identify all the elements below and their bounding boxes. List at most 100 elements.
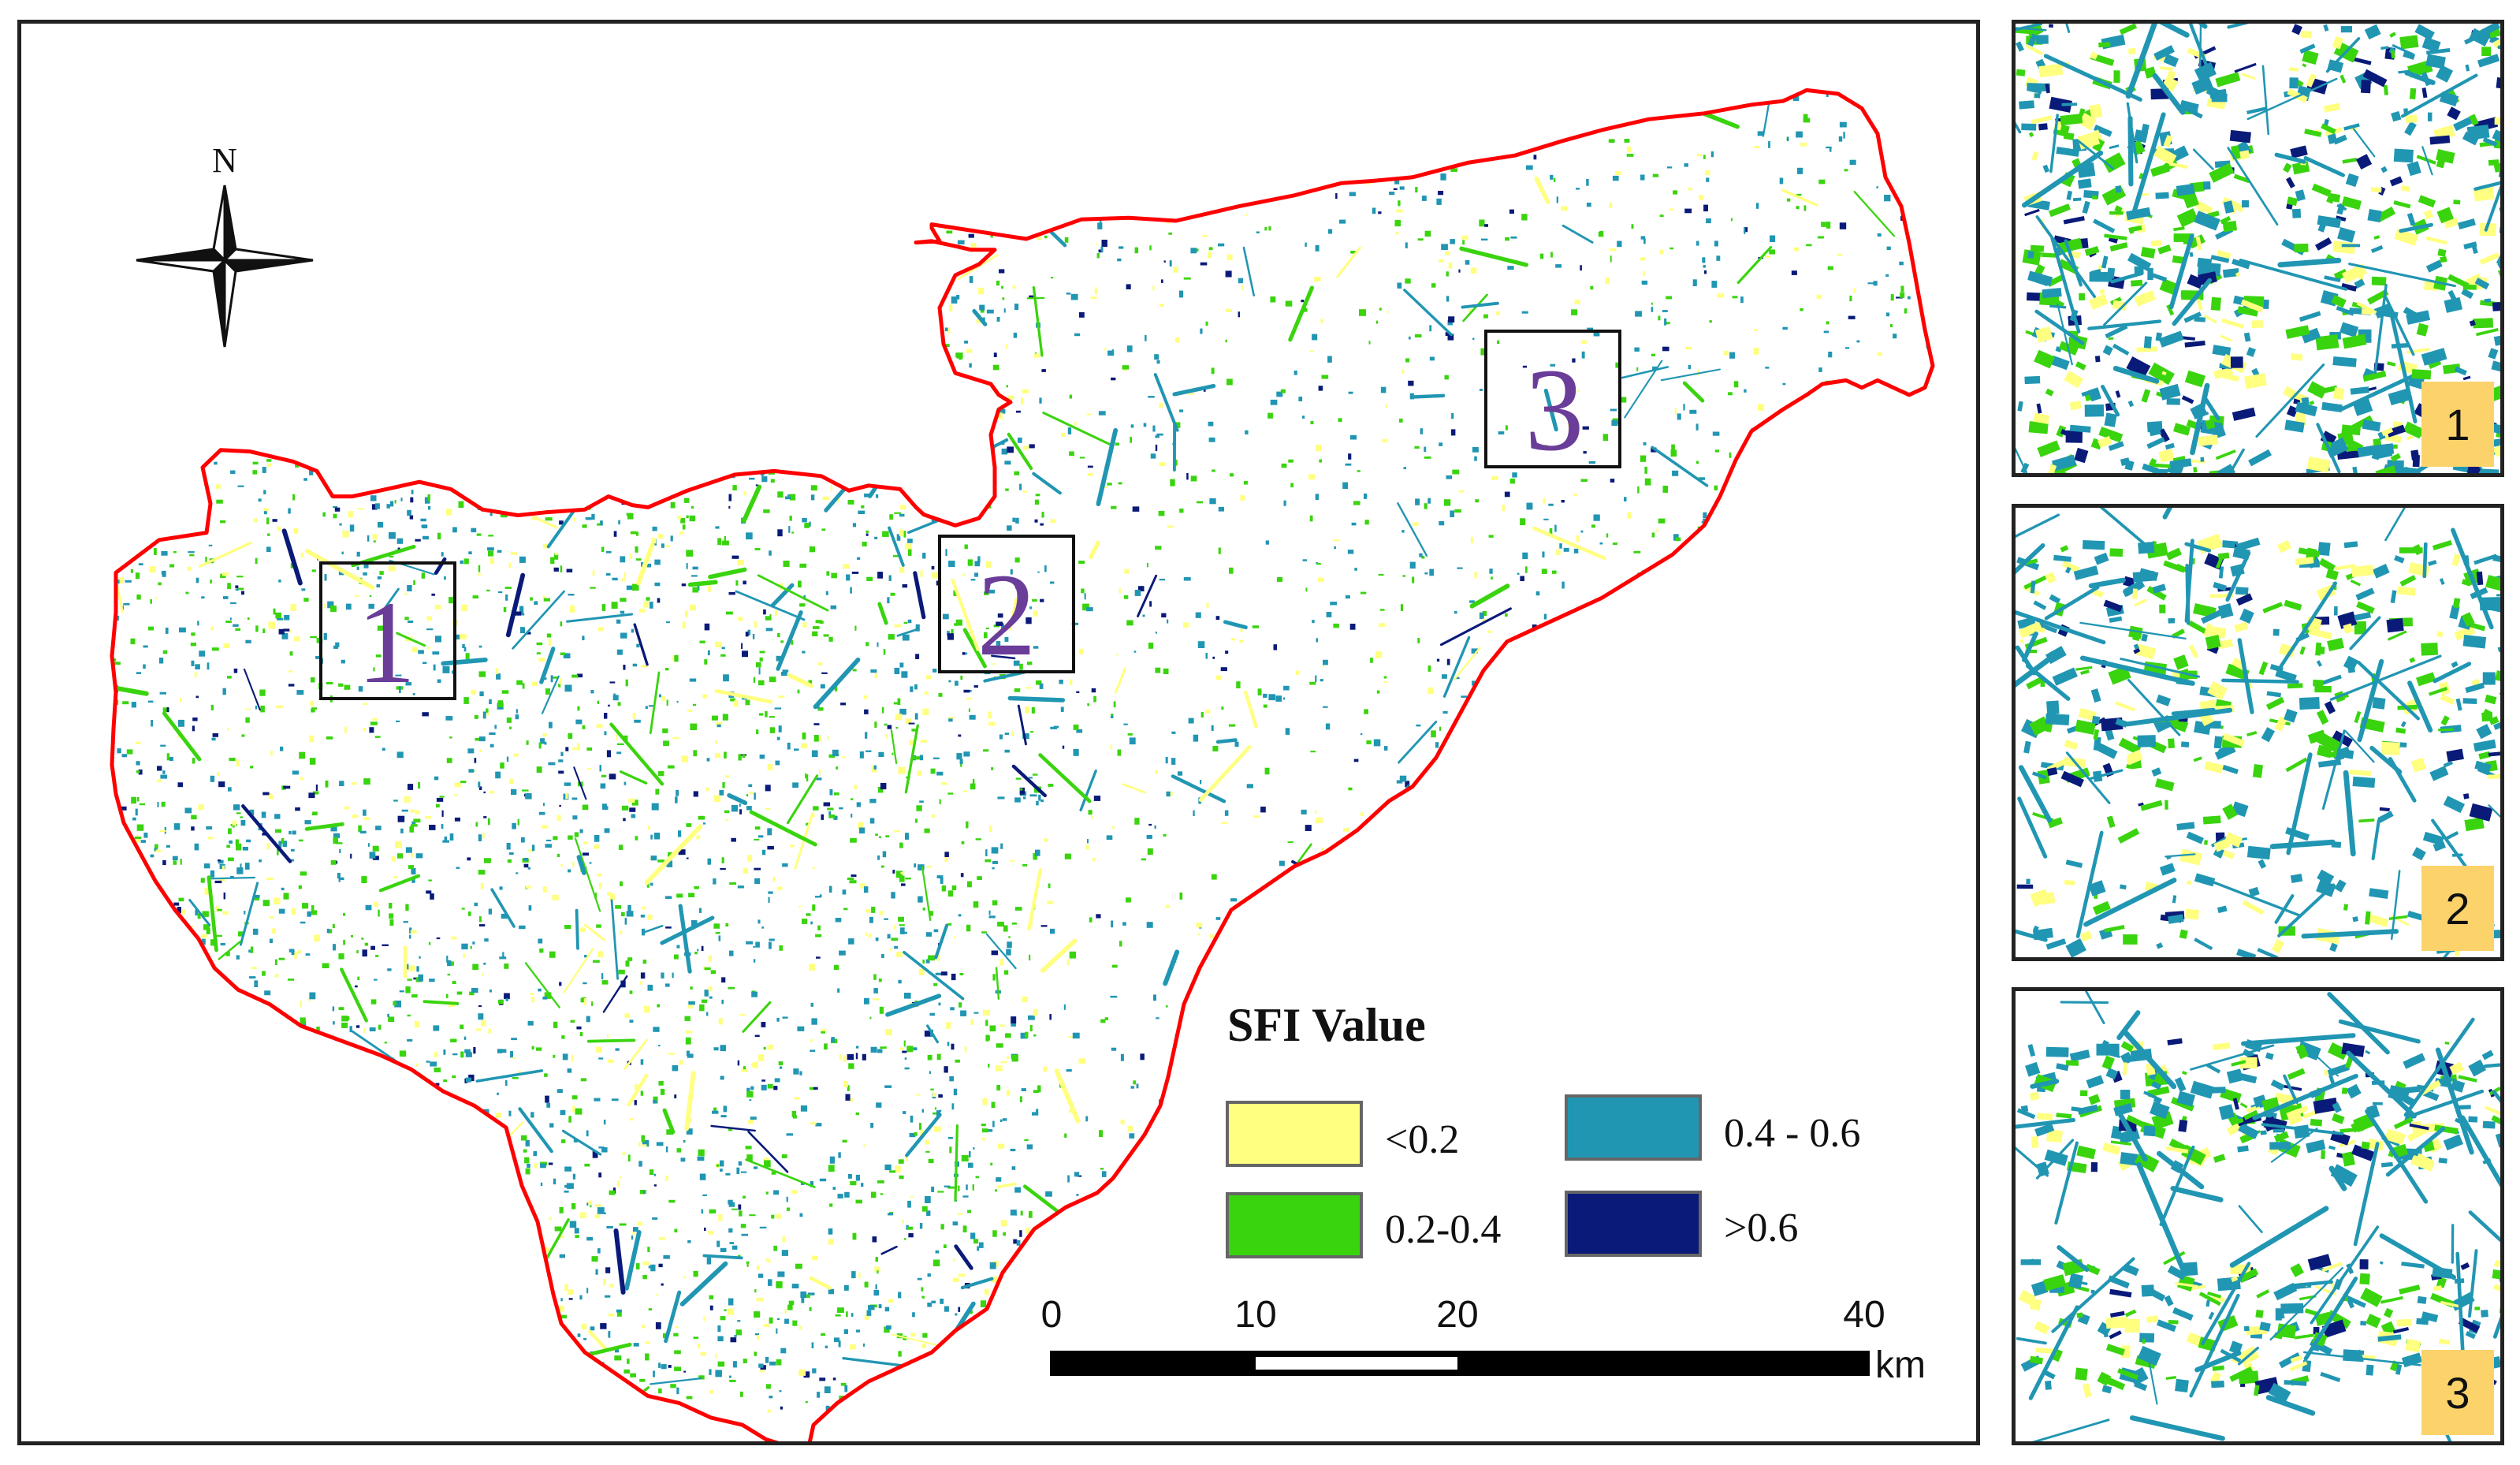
sfi-pixel: [565, 792, 568, 800]
sfi-pixel: [899, 1047, 904, 1050]
sfi-pixel: [85, 485, 87, 488]
sfi-pixel: [571, 1095, 578, 1100]
sfi-pixel: [1330, 1258, 1334, 1261]
sfi-pixel: [1304, 1057, 1307, 1064]
sfi-pixel: [1268, 226, 1271, 231]
sfi-pixel: [759, 650, 765, 654]
sfi-pixel: [1542, 990, 1544, 993]
sfi-pixel: [135, 572, 140, 580]
sfi-pixel: [754, 267, 760, 272]
sfi-pixel: [770, 405, 775, 410]
sfi-pixel: [893, 259, 896, 266]
sfi-pixel: [1333, 623, 1339, 628]
sfi-pixel: [347, 1067, 354, 1073]
sfi-pixel: [332, 1355, 337, 1359]
sfi-pixel: [1521, 214, 1528, 221]
sfi-pixel: [617, 100, 620, 103]
sfi-pixel: [999, 408, 1006, 414]
sfi-pixel: [1325, 723, 1331, 730]
sfi-pixel: [240, 816, 243, 818]
sfi-pixel: [716, 184, 724, 187]
sfi-pixel: [1079, 312, 1085, 318]
sfi-pixel: [1032, 1112, 1039, 1116]
sfi-pixel: [887, 725, 892, 729]
sfi-pixel: [1392, 901, 1397, 908]
sfi-pixel: [241, 1101, 246, 1105]
sfi-pixel: [1096, 914, 1101, 919]
sfi-pixel: [1016, 410, 1021, 413]
sfi-pixel: [1165, 904, 1170, 908]
sfi-pixel: [309, 758, 316, 765]
sfi-pixel: [549, 721, 553, 729]
sfi-pixel: [698, 1375, 705, 1380]
sfi-pixel: [206, 826, 213, 829]
sfi-pixel: [520, 367, 527, 371]
sfi-pixel: [677, 516, 681, 520]
sfi-pixel: [299, 337, 305, 340]
sfi-pixel: [1001, 448, 1008, 455]
sfi-pixel: [966, 383, 972, 389]
sfi-pixel: [631, 628, 634, 633]
sfi-pixel: [1581, 351, 1585, 359]
sfi-pixel: [863, 1144, 866, 1147]
sfi-pixel: [1085, 1116, 1089, 1122]
sfi-pixel: [728, 1202, 735, 1207]
sfi-pixel: [884, 1164, 891, 1171]
sfi-pixel: [472, 964, 479, 971]
sfi-pixel: [792, 361, 799, 366]
sfi-pixel: [207, 662, 210, 670]
sfi-pixel: [1307, 1071, 1313, 1079]
sfi-pixel: [1588, 460, 1596, 464]
sfi-pixel: [776, 1281, 783, 1288]
sfi-pixel: [499, 886, 503, 890]
sfi-pixel: [821, 528, 826, 531]
sfi-pixel: [721, 129, 728, 134]
sfi-pixel: [1815, 1385, 1817, 1391]
sfi-pixel: [1660, 1256, 1666, 1262]
sfi-pixel: [300, 777, 303, 781]
sfi-pixel: [214, 461, 218, 465]
sfi-pixel: [1399, 775, 1407, 782]
sfi-pixel: [1716, 255, 1721, 261]
sfi-pixel: [545, 415, 553, 417]
sfi-pixel: [1234, 914, 1240, 917]
sfi-pixel: [653, 1173, 656, 1176]
sfi-pixel: [609, 1190, 616, 1195]
sfi-pixel: [877, 1049, 883, 1053]
sfi-pixel: [248, 949, 251, 953]
sfi-pixel: [224, 1240, 227, 1245]
sfi-pixel: [280, 432, 284, 439]
sfi-pixel: [215, 934, 222, 937]
sfi-pixel: [1189, 163, 1193, 166]
sfi-pixel: [616, 649, 623, 655]
sfi-pixel: [813, 806, 819, 811]
sfi-pixel: [399, 1050, 407, 1057]
sfi-pixel: [433, 664, 436, 671]
sfi-pixel: [359, 1132, 365, 1139]
sfi-pixel: [880, 145, 887, 153]
sfi-pixel: [834, 1337, 840, 1343]
sfi-pixel: [925, 215, 930, 222]
sfi-pixel: [233, 419, 240, 423]
sfi-pixel: [324, 1246, 328, 1253]
sfi-pixel: [173, 860, 177, 865]
sfi-pixel: [460, 1051, 464, 1058]
sfi-pixel: [1760, 685, 1765, 688]
sfi-pixel: [1618, 1277, 1624, 1280]
sfi-pixel: [819, 1377, 826, 1381]
sfi-pixel: [441, 824, 444, 829]
sfi-pixel: [664, 450, 669, 458]
sfi-pixel: [553, 567, 559, 572]
sfi-pixel: [1933, 648, 1937, 652]
sfi-pixel: [948, 716, 955, 720]
sfi-pixel: [1349, 434, 1357, 440]
sfi-pixel: [71, 813, 77, 818]
sfi-pixel: [1332, 893, 1337, 900]
sfi-pixel: [1547, 770, 1553, 774]
sfi-pixel: [813, 255, 818, 259]
sfi-pixel: [1730, 218, 1733, 222]
sfi-pixel: [999, 1024, 1005, 1027]
sfi-pixel: [404, 617, 409, 621]
sfi-pixel: [1246, 784, 1253, 788]
sfi-pixel: [210, 580, 212, 583]
